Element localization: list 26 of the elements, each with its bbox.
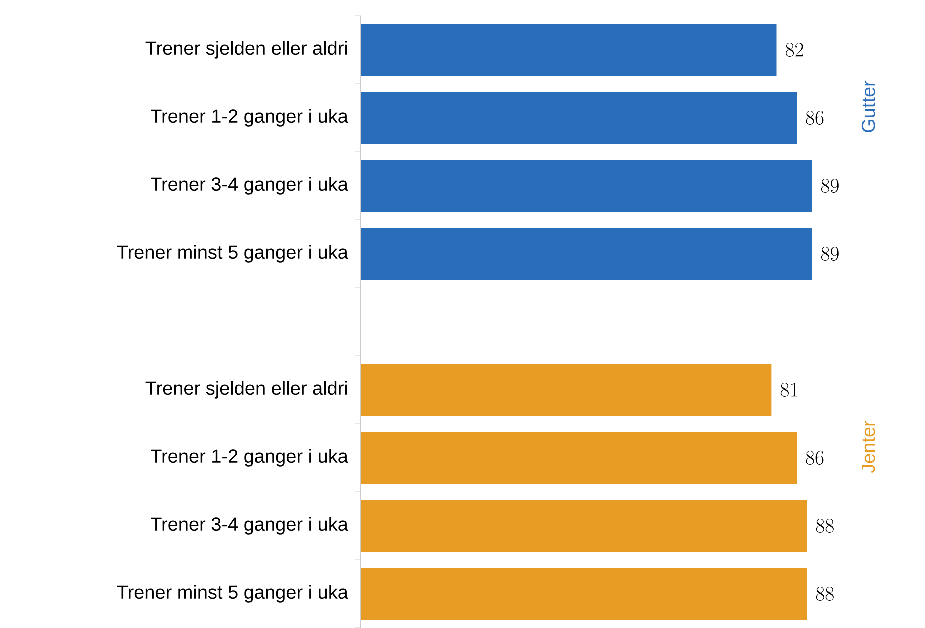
data-label: 89	[821, 179, 839, 193]
y-tick-label: Trener 3-4 ganger i uka	[151, 517, 348, 535]
y-tick-label: Trener 1-2 ganger i uka	[151, 109, 348, 127]
data-label: 86	[806, 111, 824, 125]
y-tick-label: Trener 1-2 ganger i uka	[151, 449, 348, 467]
data-label: 81	[780, 383, 798, 397]
data-label: 86	[806, 451, 824, 465]
bar	[361, 92, 798, 144]
y-tick-label: Trener sjelden eller aldri	[146, 381, 348, 399]
bar	[361, 24, 777, 76]
data-label: 89	[821, 247, 839, 261]
data-label: 88	[816, 587, 834, 601]
bar	[361, 228, 812, 280]
y-tick-label: Trener minst 5 ganger i uka	[117, 585, 348, 603]
y-tick-label: Trener minst 5 ganger i uka	[117, 245, 348, 263]
bar	[361, 364, 772, 416]
bar	[361, 500, 808, 552]
bar	[361, 568, 808, 620]
y-tick-label: Trener 3-4 ganger i uka	[151, 177, 348, 195]
text: Jenter	[862, 420, 876, 474]
bar	[361, 160, 812, 212]
text: Gutter	[862, 80, 876, 132]
data-label: 88	[816, 519, 834, 533]
bar	[361, 432, 798, 484]
y-tick-label: Trener sjelden eller aldri	[146, 41, 348, 59]
data-label: 82	[786, 43, 804, 57]
